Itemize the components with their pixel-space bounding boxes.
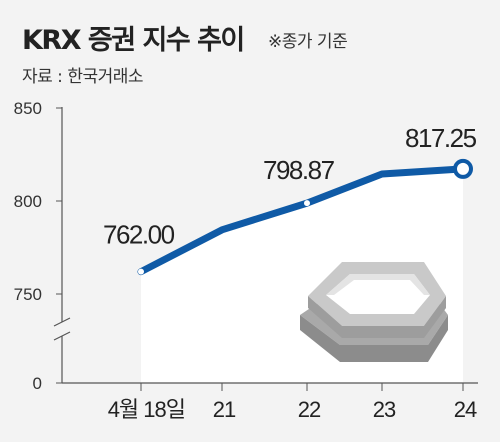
data-labels: 762.00 798.87 817.25 [103, 123, 478, 250]
data-label: 817.25 [405, 123, 477, 153]
chart-note: ※종가 기준 [268, 32, 348, 52]
chart-title: KRX 증권 지수 추이 [22, 25, 245, 56]
data-point-marker [453, 158, 473, 179]
axes [53, 107, 478, 384]
y-tick-label: 850 [14, 99, 42, 118]
data-point-marker [304, 200, 310, 207]
data-label: 798.87 [263, 155, 335, 185]
securities-index-cube-icon [300, 262, 448, 362]
x-axis-ticks: 4월 18일 21 22 23 24 [108, 383, 478, 422]
x-tick-label: 4월 18일 [108, 397, 185, 422]
data-point-marker [138, 268, 144, 275]
x-tick-label: 21 [213, 397, 236, 422]
y-axis-ticks: 850 800 750 0 [14, 99, 62, 393]
axis-break-marker [53, 317, 71, 341]
x-tick-label: 24 [454, 397, 477, 422]
x-tick-label: 23 [373, 397, 396, 422]
series-line [137, 158, 473, 276]
y-tick-label: 0 [33, 374, 42, 393]
axis-break-gap [56, 322, 68, 336]
y-tick-label: 750 [14, 285, 42, 304]
chart-source: 자료 : 한국거래소 [22, 67, 144, 87]
y-tick-label: 800 [14, 192, 42, 211]
data-label: 762.00 [103, 220, 175, 250]
x-tick-label: 22 [298, 397, 321, 422]
